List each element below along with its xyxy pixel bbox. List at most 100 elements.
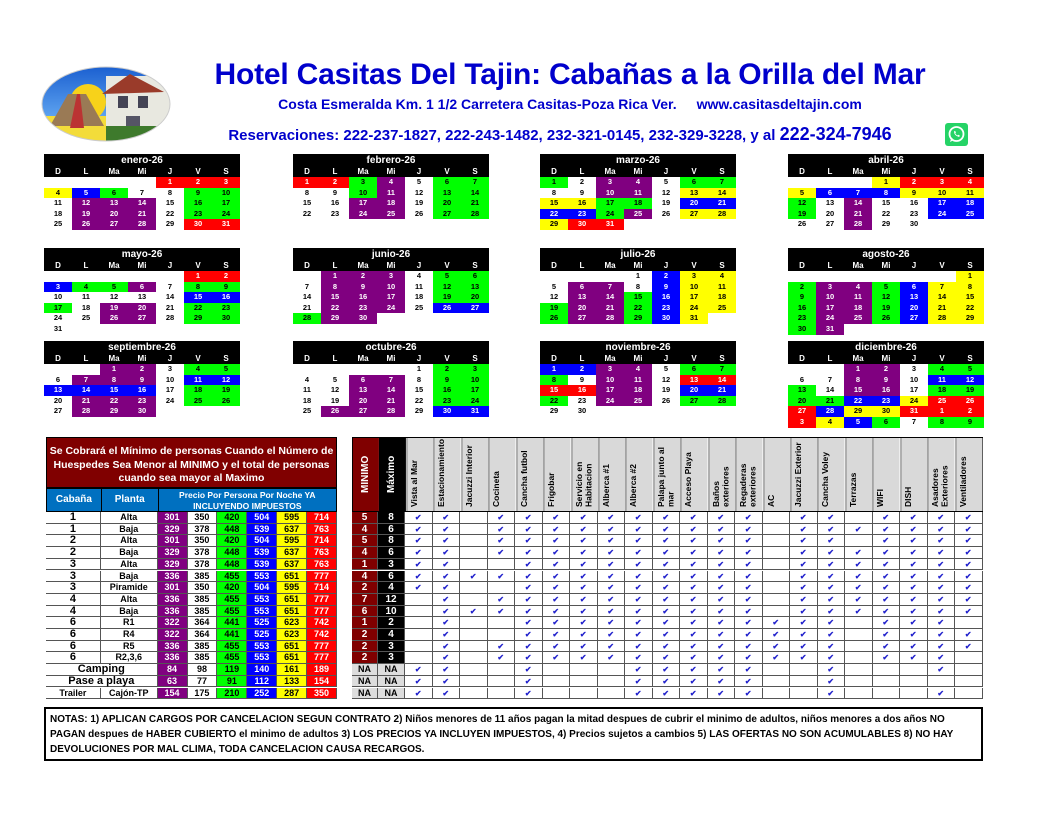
calendar-day: 25 bbox=[293, 406, 321, 417]
calendar-day: 4 bbox=[844, 281, 872, 293]
calendar-day: 12 bbox=[652, 187, 680, 199]
calendar-day: 7 bbox=[708, 177, 736, 188]
price-cell: 329 bbox=[157, 547, 188, 558]
calendar-day: 4 bbox=[956, 177, 984, 188]
price-cell: 112 bbox=[247, 675, 278, 687]
min-cell: NA bbox=[352, 664, 378, 675]
amenity-check-empty bbox=[872, 664, 900, 675]
amenity-check: ✔ bbox=[762, 640, 790, 652]
max-cell: 4 bbox=[378, 582, 405, 593]
calendar-day: 23 bbox=[321, 208, 349, 220]
calendar-day bbox=[212, 406, 240, 417]
weekday-label: D bbox=[304, 261, 310, 270]
price-cell: 301 bbox=[157, 582, 188, 593]
calendar-day bbox=[184, 324, 212, 335]
amenity-check: ✔ bbox=[432, 558, 460, 570]
price-cell: 322 bbox=[157, 629, 188, 640]
calendar-day: 11 bbox=[44, 198, 72, 209]
amenity-check: ✔ bbox=[515, 523, 543, 535]
amenity-check: ✔ bbox=[625, 512, 653, 523]
amenity-check: ✔ bbox=[570, 629, 598, 640]
amenity-check-empty bbox=[762, 570, 790, 582]
calendar-day: 13 bbox=[433, 187, 461, 199]
amenity-check: ✔ bbox=[625, 629, 653, 640]
whatsapp-icon[interactable] bbox=[945, 123, 968, 146]
amenity-check: ✔ bbox=[487, 512, 515, 523]
amenity-check: ✔ bbox=[515, 629, 543, 640]
amenity-check: ✔ bbox=[872, 617, 900, 628]
amenity-check: ✔ bbox=[570, 640, 598, 652]
calendar-day: 30 bbox=[433, 406, 461, 417]
amenity-row: 6 10 ✔ ✔ ✔ ✔ ✔ ✔ ✔ ✔ ✔ ✔ ✔ ✔ ✔ ✔ ✔ ✔ ✔ ✔ ✔ bbox=[352, 605, 983, 618]
amenity-check-empty bbox=[460, 547, 488, 558]
amenity-check: ✔ bbox=[927, 629, 955, 640]
amenity-row: 2 4 ✔ ✔ ✔ ✔ ✔ ✔ ✔ ✔ ✔ ✔ ✔ ✔ ✔ ✔ ✔ ✔ ✔ ✔ bbox=[352, 582, 983, 594]
amenity-check: ✔ bbox=[652, 675, 680, 687]
calendar-day: 13 bbox=[568, 292, 596, 303]
amenity-check: ✔ bbox=[872, 558, 900, 570]
calendar-day: 27 bbox=[680, 395, 708, 407]
calendar-day bbox=[928, 271, 956, 282]
calendar-day: 10 bbox=[44, 292, 72, 303]
calendar-day: 20 bbox=[680, 198, 708, 209]
weekday-label: D bbox=[55, 354, 61, 363]
amenity-check: ✔ bbox=[432, 617, 460, 628]
calendar-day: 4 bbox=[816, 416, 844, 428]
month-calendar: agosto-26 D L Ma Mi J V S 1 2 3 4 5 6 7 8 9 10 11 12 13 14 15 1… bbox=[788, 248, 984, 335]
min-cell: 1 bbox=[352, 558, 378, 570]
amenity-check: ✔ bbox=[817, 523, 845, 535]
calendar-week: 15 16 17 18 19 20 21 bbox=[540, 198, 736, 209]
amenity-check-empty bbox=[487, 582, 515, 593]
calendar-day: 10 bbox=[461, 374, 489, 386]
calendar-day: 20 bbox=[788, 395, 816, 407]
calendar-day: 19 bbox=[433, 292, 461, 303]
calendar-day bbox=[900, 324, 928, 335]
calendar-day: 23 bbox=[788, 313, 816, 324]
cabana-cell: 3 bbox=[46, 570, 101, 582]
weekday-label: S bbox=[472, 167, 478, 176]
amenity-check: ✔ bbox=[515, 582, 543, 593]
minimum-notice: Se Cobrará el Mínimo de personas Cuando … bbox=[46, 437, 337, 488]
price-cell: 553 bbox=[247, 593, 278, 605]
calendar-day bbox=[596, 406, 624, 417]
amenity-check: ✔ bbox=[680, 535, 708, 547]
max-cell: 6 bbox=[378, 523, 405, 535]
amenity-header: Baños exteriores bbox=[707, 438, 736, 511]
weekday-label: D bbox=[799, 354, 805, 363]
rate-row: 3 Piramide 301 350 420 504 595 714 bbox=[46, 582, 337, 594]
amenity-check-empty bbox=[955, 675, 983, 687]
min-cell: 4 bbox=[352, 547, 378, 558]
amenity-check: ✔ bbox=[900, 535, 928, 547]
calendar-day: 2 bbox=[212, 271, 240, 282]
calendar-day: 13 bbox=[816, 198, 844, 209]
calendar-day: 28 bbox=[816, 406, 844, 417]
calendar-day: 27 bbox=[44, 406, 72, 417]
weekday-label: Ma bbox=[108, 354, 120, 363]
amenity-check: ✔ bbox=[707, 640, 735, 652]
calendar-day: 27 bbox=[128, 313, 156, 324]
amenity-check-empty bbox=[762, 675, 790, 687]
calendar-day: 25 bbox=[708, 302, 736, 314]
calendar-day: 2 bbox=[184, 177, 212, 188]
cabana-cell: Camping bbox=[46, 664, 158, 675]
amenity-check: ✔ bbox=[735, 652, 763, 664]
amenity-check-empty bbox=[597, 664, 625, 675]
amenity-check-empty bbox=[762, 593, 790, 605]
price-cell: 714 bbox=[307, 535, 337, 547]
calendar-day: 27 bbox=[100, 219, 128, 230]
amenity-header: Regaderas exteriores bbox=[735, 438, 763, 511]
price-cell: 742 bbox=[307, 629, 337, 640]
calendar-day: 2 bbox=[788, 281, 816, 293]
weekday-label: L bbox=[83, 354, 89, 363]
calendar-day: 14 bbox=[461, 187, 489, 199]
min-cell: 2 bbox=[352, 640, 378, 652]
amenity-check: ✔ bbox=[680, 664, 708, 675]
amenity-header: Acceso Playa bbox=[680, 438, 708, 511]
calendar-day: 6 bbox=[788, 374, 816, 386]
website-link[interactable]: www.casitasdeltajin.com bbox=[696, 96, 862, 112]
price-cell: 777 bbox=[307, 570, 337, 582]
calendar-week: 13 14 15 16 17 18 19 bbox=[44, 385, 240, 396]
amenity-header: Estacionamiento bbox=[433, 438, 461, 511]
amenity-check: ✔ bbox=[817, 547, 845, 558]
